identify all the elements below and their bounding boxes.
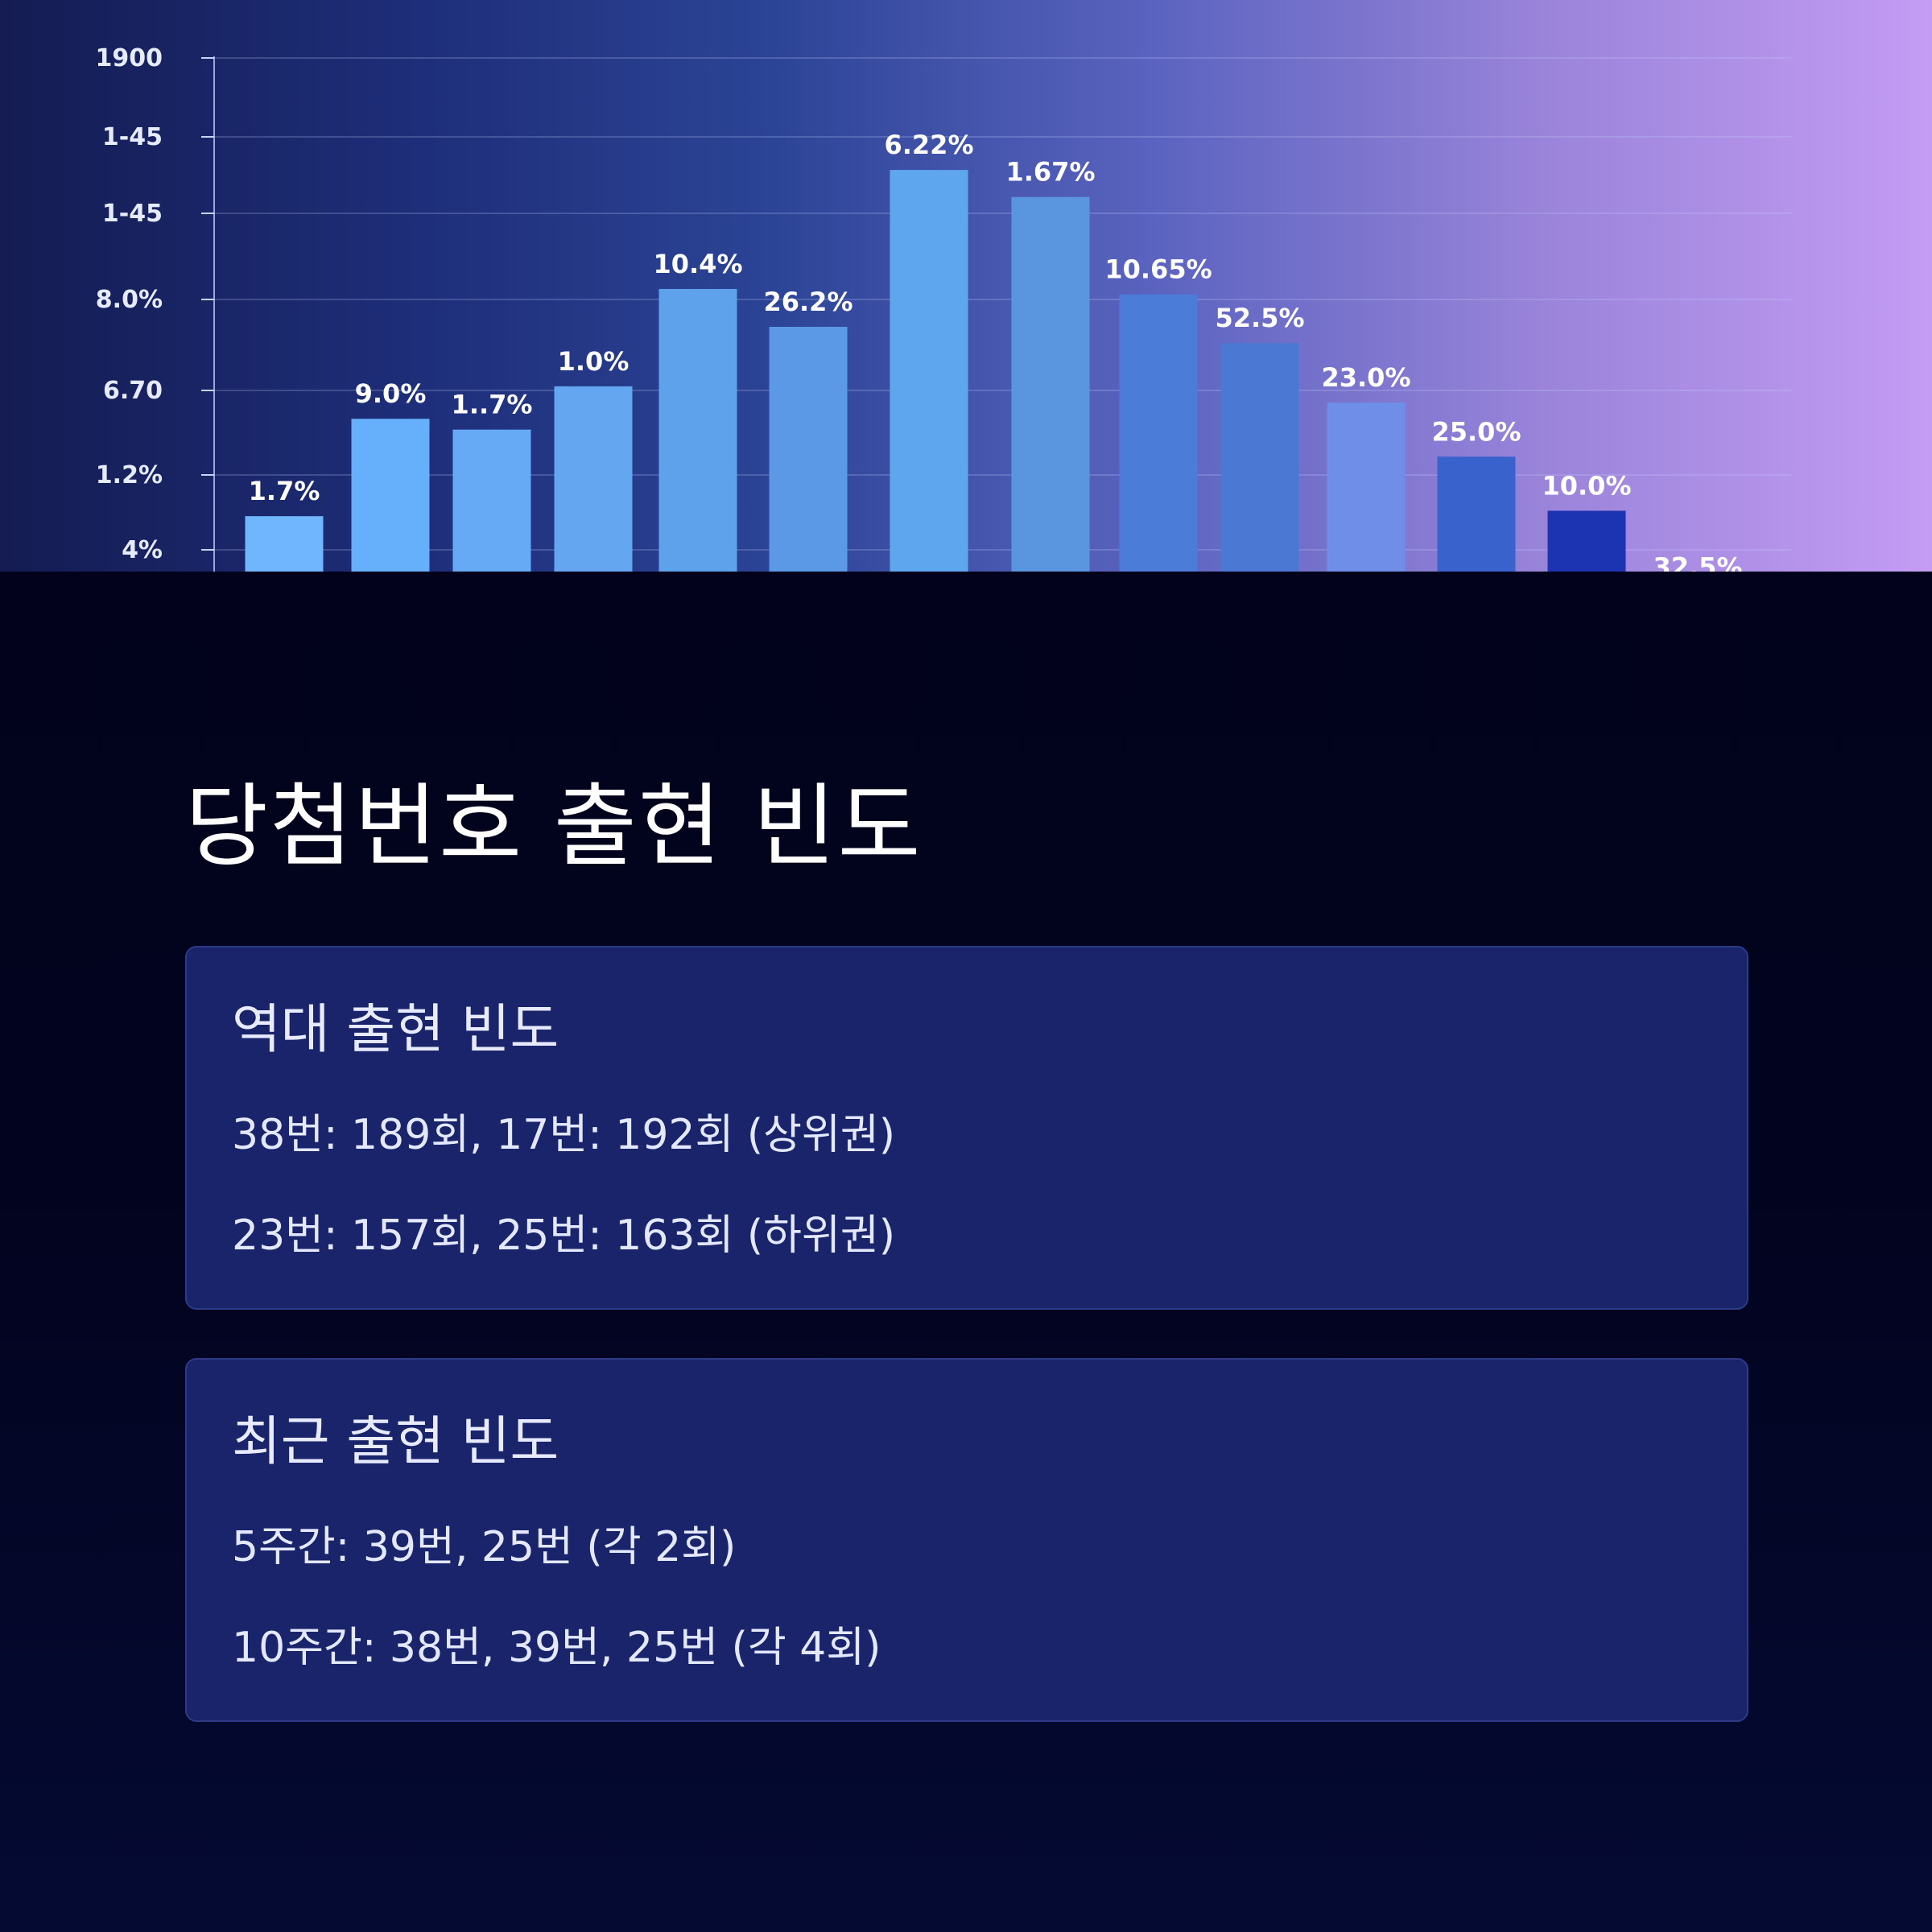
recent-5week-line: 5주간: 39번, 25번 (각 2회) — [232, 1523, 737, 1571]
data-label: 10.4% — [653, 249, 742, 279]
bar — [769, 327, 848, 572]
data-label: 6.22% — [884, 130, 973, 160]
data-label: 9.0% — [355, 378, 427, 409]
y-tick-label: 6.70 — [103, 377, 163, 405]
data-label: 1.67% — [1005, 157, 1095, 188]
bar — [1011, 196, 1090, 572]
y-tick-label: 1.2% — [96, 461, 163, 489]
recent-card-heading: 최근 출현 빈도 — [232, 1410, 559, 1472]
alltime-card-heading: 역대 출현 빈도 — [232, 998, 559, 1060]
alltime-top-line: 38번: 189회, 17번: 192회 (상위권) — [232, 1111, 895, 1159]
data-label: 10.0% — [1542, 470, 1631, 501]
bar — [452, 429, 531, 572]
y-tick-label: 1-45 — [102, 123, 163, 151]
data-label: 23.0% — [1321, 362, 1410, 393]
data-label: 1..7% — [452, 390, 533, 420]
data-label: 26.2% — [763, 287, 852, 317]
data-label: 25.0% — [1431, 416, 1521, 447]
recent-frequency-card: 최근 출현 빈도 5주간: 39번, 25번 (각 2회) 10주간: 38번,… — [185, 1358, 1748, 1722]
bar — [1220, 343, 1299, 572]
y-tick-label: 8.0% — [96, 286, 163, 314]
bar — [1327, 402, 1406, 572]
y-tick-label: 1-45 — [102, 200, 163, 228]
bar — [245, 516, 324, 572]
chart-canvas: 1900 1-45 1-45 8.0% 6.70 1.2% 4% 1.7% 9.0% 1..7%… — [96, 44, 1791, 572]
alltime-frequency-card: 역대 출현 빈도 38번: 189회, 17번: 192회 (상위권) 23번:… — [185, 946, 1748, 1310]
data-label: 1.0% — [558, 346, 630, 377]
bar — [554, 386, 633, 572]
bar — [1119, 294, 1198, 572]
bar — [1437, 456, 1516, 572]
y-tick-label: 1900 — [96, 44, 163, 72]
data-label: 1.7% — [249, 476, 320, 506]
y-tick-label: 4% — [122, 536, 163, 564]
bar — [890, 170, 968, 572]
bars — [245, 170, 1626, 572]
bar — [658, 288, 737, 572]
alltime-bottom-line: 23번: 157회, 25번: 163회 (하위권) — [232, 1212, 895, 1260]
data-label: 52.5% — [1215, 303, 1304, 333]
bar — [1547, 510, 1626, 572]
data-label: 32.5% — [1653, 551, 1742, 572]
bar-chart: 1900 1-45 1-45 8.0% 6.70 1.2% 4% 1.7% 9.0% 1..7%… — [0, 0, 1932, 572]
page-title: 당첨번호 출현 빈도 — [185, 774, 923, 879]
recent-10week-line: 10주간: 38번, 39번, 25번 (각 4회) — [232, 1624, 881, 1672]
data-label: 10.65% — [1104, 254, 1212, 285]
y-axis-ticks: 1900 1-45 1-45 8.0% 6.70 1.2% 4% — [96, 44, 214, 564]
data-labels: 1.7% 9.0% 1..7% 1.0% 10.4% 26.2% 6.22% 1.67% 10.… — [249, 130, 1743, 572]
bar — [351, 419, 430, 572]
